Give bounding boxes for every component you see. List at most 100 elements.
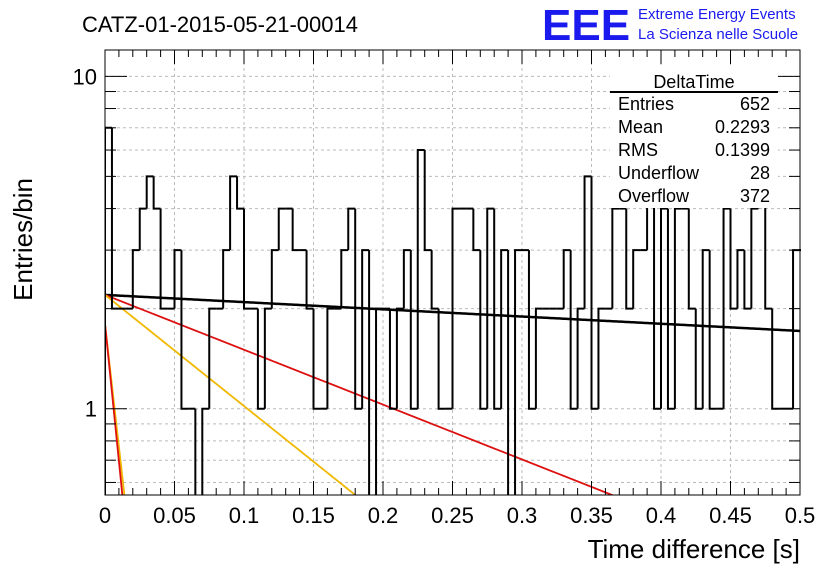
histogram-bin (243, 208, 251, 310)
stats-label: Underflow (618, 163, 700, 183)
histogram-bin (750, 207, 759, 309)
histogram-bin (256, 308, 265, 410)
x-tick-label: 0.4 (646, 503, 677, 528)
histogram-bin (326, 307, 335, 409)
histogram-bin (340, 249, 349, 309)
histogram-bin (597, 307, 606, 409)
histogram-bin (479, 250, 488, 410)
histogram-bin (708, 250, 717, 410)
histogram-bin (430, 250, 439, 310)
histogram-bin (632, 249, 641, 309)
histogram-bin (305, 250, 314, 310)
histogram-bin (701, 249, 710, 409)
histogram-bin (534, 307, 543, 409)
histogram-bin (395, 307, 404, 409)
histogram-bin (722, 207, 731, 409)
stats-label: Mean (618, 117, 663, 137)
histogram-bin (764, 176, 773, 310)
histogram-bin (527, 250, 536, 410)
y-axis-title: Entries/bin (8, 178, 38, 301)
fit-curve (105, 294, 357, 495)
x-axis-title: Time difference [s] (588, 534, 800, 564)
histogram-bin (180, 250, 189, 410)
histogram-bin (514, 249, 522, 495)
fit-curve (105, 294, 615, 495)
histogram-bin (375, 307, 383, 495)
histogram-bin (145, 175, 154, 209)
stats-value: 28 (750, 163, 770, 183)
histogram-bin (236, 176, 244, 210)
histogram-bin (173, 249, 182, 309)
x-tick-label: 0.5 (785, 503, 816, 528)
histogram-bin (569, 250, 578, 410)
x-tick-label: 0.2 (368, 503, 399, 528)
stats-box: DeltaTime Entries 652 Mean 0.2293 RMS 0.1399 U… (610, 68, 778, 208)
histogram-bin (368, 250, 371, 495)
axis-ticks (104, 50, 801, 495)
histogram-bin (222, 249, 231, 309)
histogram-bin (312, 308, 321, 410)
histogram-bin (277, 207, 286, 251)
histogram-bin (653, 176, 661, 410)
histogram-bin (270, 249, 279, 309)
histogram-bin (590, 176, 599, 410)
x-tick-label: 0.3 (507, 503, 538, 528)
histogram-bin (611, 207, 620, 309)
histogram-bin (208, 307, 217, 409)
x-tick-label: 0.45 (709, 503, 752, 528)
chart-title: CATZ-01-2015-05-21-00014 (82, 12, 358, 37)
histogram-bin (666, 208, 675, 410)
histogram-bin (437, 308, 446, 410)
y-tick-label: 1 (85, 397, 97, 422)
y-tick-labels: 1 10 (73, 64, 97, 421)
histogram-bin (576, 307, 585, 409)
histogram-bin (110, 127, 119, 310)
histogram-bin (493, 208, 502, 410)
logo-line-1: Extreme Energy Events (638, 6, 796, 23)
x-tick-labels: 0 0.05 0.1 0.15 0.2 0.25 0.3 0.35 0.4 0.45 0.5 (99, 503, 815, 528)
fit-curve (105, 323, 124, 495)
stats-label: RMS (618, 140, 658, 160)
histogram-bin (361, 249, 370, 409)
histogram-bin (402, 249, 411, 309)
histogram-bin (291, 208, 300, 252)
histogram-bin (347, 207, 356, 251)
histogram-series (105, 126, 801, 495)
x-tick-label: 0.05 (153, 503, 196, 528)
histogram-bin (263, 307, 272, 409)
histogram-bin (562, 249, 571, 309)
histogram-bin (743, 250, 752, 310)
histogram-bin (472, 208, 481, 252)
stats-rows: Entries 652 Mean 0.2293 RMS 0.1399 Underflow 28… (618, 94, 770, 206)
histogram-bin (131, 249, 140, 309)
histogram-bin (673, 207, 682, 409)
histogram-bin (729, 208, 738, 310)
stats-label: Entries (618, 94, 674, 114)
histogram-bin (159, 208, 168, 310)
histogram-bin (201, 407, 210, 495)
histogram-bin (194, 408, 197, 495)
logo-line-2: La Scienza nelle Scuole (638, 26, 798, 43)
histogram-bin (416, 149, 425, 409)
histogram-bin (507, 250, 510, 495)
y-tick-label: 10 (73, 64, 97, 89)
stats-value: 372 (740, 186, 770, 206)
stats-label: Overflow (618, 186, 690, 206)
histogram-bin (388, 308, 397, 410)
x-tick-label: 0.35 (570, 503, 613, 528)
histogram-bin (694, 308, 703, 410)
histogram-bin (486, 207, 495, 409)
stats-value: 0.2293 (715, 117, 770, 137)
histogram-bin (792, 249, 800, 409)
histogram-bin (800, 249, 801, 252)
histogram-bin (451, 207, 460, 409)
eee-logo: EEE (542, 1, 630, 50)
histogram-bin (138, 207, 147, 251)
histogram-bin (625, 208, 634, 310)
histogram-bin (423, 150, 432, 252)
stats-name: DeltaTime (653, 72, 734, 92)
histogram-bin (152, 176, 161, 210)
histogram-bin (409, 250, 418, 410)
histogram-bin (687, 208, 696, 310)
